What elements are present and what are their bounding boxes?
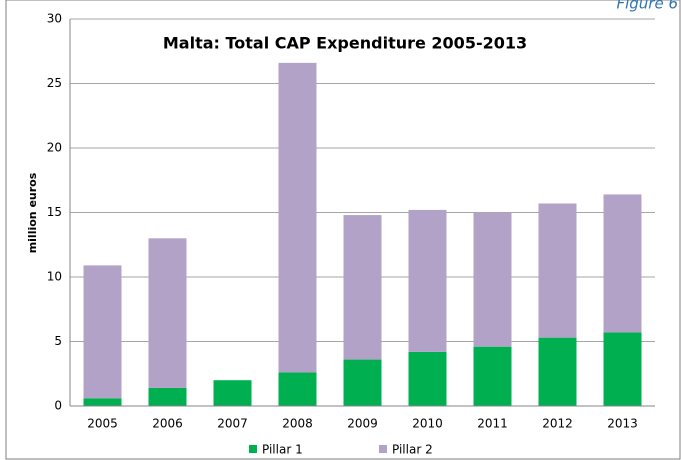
x-tick-label: 2013	[607, 417, 638, 431]
bar-segment	[473, 346, 512, 406]
bar-segment	[148, 238, 187, 388]
x-tick-label: 2012	[542, 417, 573, 431]
y-tick-label: 30	[47, 12, 62, 26]
bar-segment	[148, 387, 187, 406]
bar-segment	[278, 372, 317, 406]
y-tick-label: 20	[47, 141, 62, 155]
x-tick-label: 2006	[152, 417, 183, 431]
bar-segment	[603, 194, 642, 333]
x-tick-label: 2005	[87, 417, 118, 431]
x-tick-label: 2009	[347, 417, 378, 431]
chart-title: Malta: Total CAP Expenditure 2005-2013	[163, 34, 527, 53]
bar-segment	[83, 398, 122, 406]
bar-segment	[473, 212, 512, 347]
figure-label: Figure 6	[616, 0, 678, 13]
bar-segment	[343, 359, 382, 406]
legend-swatch	[379, 445, 387, 453]
x-tick-label: 2008	[282, 417, 313, 431]
bar-segment	[603, 332, 642, 406]
bar-segment	[343, 215, 382, 360]
y-axis-label: million euros	[26, 172, 39, 253]
x-tick-label: 2007	[217, 417, 248, 431]
legend-label: Pillar 2	[392, 443, 433, 457]
bar-segment	[408, 351, 447, 406]
y-tick-label: 15	[47, 205, 62, 219]
legend-swatch	[249, 445, 257, 453]
bar-segment	[408, 209, 447, 352]
bar-segment	[538, 337, 577, 406]
x-tick-label: 2010	[412, 417, 443, 431]
legend-label: Pillar 1	[262, 443, 303, 457]
chart-frame	[5, 0, 681, 460]
bar-segment	[538, 203, 577, 338]
bar-segment	[278, 62, 317, 373]
bar-segment	[213, 380, 252, 406]
y-tick-label: 0	[54, 399, 62, 413]
x-tick-label: 2011	[477, 417, 508, 431]
y-tick-label: 5	[54, 334, 62, 348]
y-tick-label: 10	[47, 270, 62, 284]
bar-segment	[83, 265, 122, 399]
y-tick-label: 25	[47, 76, 62, 90]
